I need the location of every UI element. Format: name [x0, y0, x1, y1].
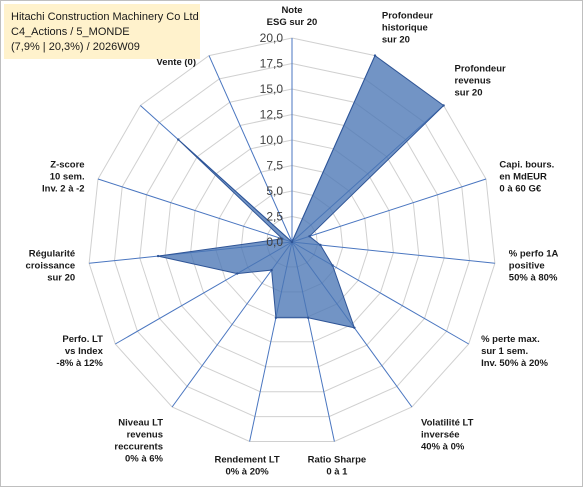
grid-ring-6	[139, 88, 445, 393]
data-point-4	[319, 243, 322, 247]
data-point-1	[373, 54, 377, 57]
chart-title-line-2: C4_Actions / 5_MONDE	[11, 26, 130, 38]
data-point-6	[353, 326, 356, 329]
axis-label-13: Vente (0)	[156, 57, 196, 68]
chart-title-box: Hitachi Construction Machinery Co Ltd C4…	[4, 4, 200, 59]
tick-label-1: 2,5	[266, 210, 283, 224]
data-point-7	[306, 316, 310, 319]
tick-label-6: 15,0	[260, 82, 284, 96]
axis-label-7: Ratio Sharpe 0 à 1	[308, 454, 367, 477]
axis-spoke-4	[291, 241, 495, 264]
grid-ring-5	[164, 113, 420, 368]
axis-label-6: Volatilité LT inversée 40% à 0%	[421, 418, 474, 453]
data-point-3	[308, 235, 311, 238]
tick-label-4: 10,0	[260, 133, 284, 147]
axis-label-1: Profondeur historique sur 20	[382, 11, 433, 46]
tick-label-2: 5,0	[266, 184, 283, 198]
series-area	[157, 54, 445, 329]
data-point-9	[270, 268, 273, 272]
axis-label-5: % perte max. sur 1 sem. Inv. 50% à 20%	[481, 334, 548, 369]
grid-ring-8	[88, 37, 496, 442]
axis-label-8: Rendement LT 0% à 20%	[214, 454, 279, 477]
data-point-5	[331, 264, 334, 267]
axis-label-3: Capi. bours. en MdEUR 0 à 60 G€	[499, 159, 554, 194]
data-point-2	[442, 104, 445, 107]
grid-ring-7	[113, 62, 471, 418]
data-point-13	[177, 138, 180, 141]
axis-label-9: Niveau LT revenus reccurents 0% à 6%	[114, 418, 163, 465]
chart-title-line-3: (7,9% | 20,3%) / 2026W09	[11, 41, 140, 53]
data-point-8	[274, 316, 278, 319]
axis-spoke-12	[97, 178, 293, 243]
axis-label-10: Perfo. LT vs Index -8% à 12%	[56, 334, 103, 369]
data-point-10	[236, 272, 239, 275]
data-point-12	[281, 237, 284, 240]
axis-label-0: Note ESG sur 20	[267, 5, 318, 28]
tick-label-0: 0,0	[266, 235, 283, 249]
data-point-14	[290, 240, 294, 244]
axis-label-4: % perfo 1A positive 50% à 80%	[509, 249, 559, 284]
axis-spoke-14	[208, 55, 293, 243]
axis-label-11: Régularité croissance sur 20	[26, 249, 76, 284]
grid-ring-4	[190, 139, 394, 343]
tick-label-5: 12,5	[260, 108, 284, 122]
axis-label-12: Z-score 10 sem. Inv. 2 à -2	[42, 159, 85, 194]
tick-label-8: 20,0	[260, 31, 284, 45]
axis-spoke-3	[291, 178, 487, 243]
tick-label-7: 17,5	[260, 57, 284, 71]
data-point-11	[156, 254, 160, 258]
tick-label-3: 7,5	[266, 159, 283, 173]
chart-title-line-1: Hitachi Construction Machinery Co Ltd	[11, 11, 199, 23]
axis-label-2: Profondeur revenus sur 20	[455, 64, 506, 99]
